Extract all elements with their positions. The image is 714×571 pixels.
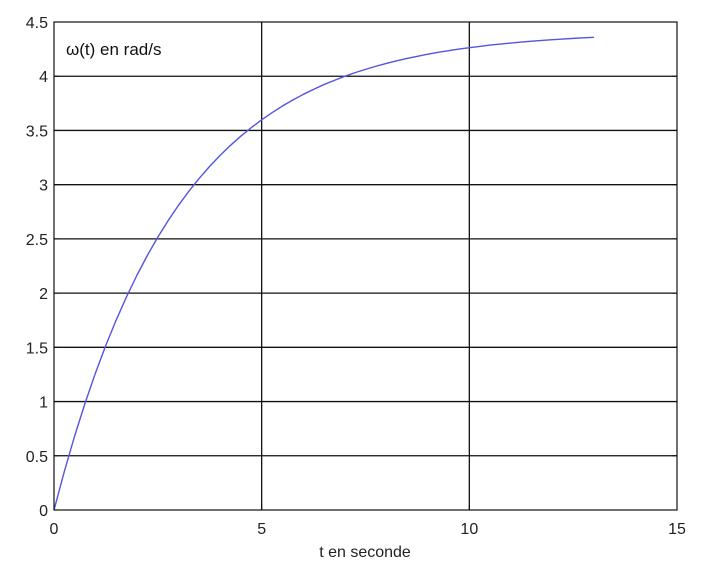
x-tick-label: 10	[460, 521, 478, 538]
y-tick-label: 2.5	[26, 232, 48, 249]
y-tick-label: 4	[39, 69, 48, 86]
plot-frame	[53, 21, 678, 511]
series-line	[53, 36, 594, 511]
grid-lines	[54, 22, 677, 510]
x-tick-label: 15	[668, 521, 686, 538]
annotation-label: ω(t) en rad/s	[66, 40, 161, 59]
y-tick-labels: 0 0.5 1 1.5 2 2.5 3 3.5 4 4.5	[26, 15, 48, 520]
y-tick-label: 1	[39, 395, 48, 412]
tick-marks	[53, 21, 678, 511]
x-tick-label: 5	[257, 521, 266, 538]
x-axis-label: t en seconde	[319, 544, 411, 561]
plot-background	[54, 22, 677, 510]
y-tick-label: 0	[39, 503, 48, 520]
y-tick-label: 3	[39, 178, 48, 195]
y-tick-label: 4.5	[26, 15, 48, 32]
x-tick-label: 0	[50, 521, 59, 538]
series-layer	[53, 36, 594, 511]
y-tick-label: 1.5	[26, 340, 48, 357]
y-tick-label: 0.5	[26, 449, 48, 466]
y-tick-label: 3.5	[26, 123, 48, 140]
y-tick-label: 2	[39, 286, 48, 303]
x-tick-labels: 0 5 10 15	[50, 521, 686, 538]
